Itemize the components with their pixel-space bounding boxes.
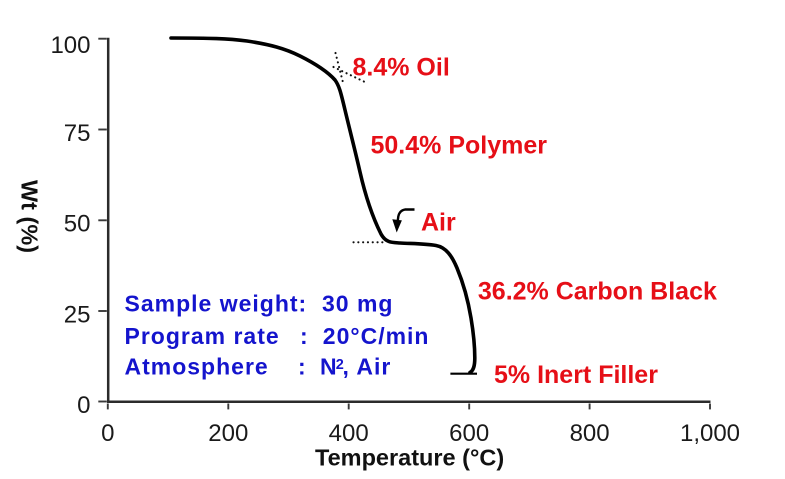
svg-text:100: 100 <box>50 32 90 59</box>
svg-text:50.4% Polymer: 50.4% Polymer <box>371 131 548 159</box>
svg-text:Program rate:20°C/min: Program rate:20°C/min <box>125 323 430 349</box>
svg-text:8.4% Oil: 8.4% Oil <box>353 53 450 81</box>
svg-text:25: 25 <box>64 301 91 328</box>
svg-text:1,000: 1,000 <box>680 420 740 447</box>
svg-text:0: 0 <box>101 420 114 447</box>
svg-text:600: 600 <box>449 420 489 447</box>
svg-text:Atmosphere:N2, Air: Atmosphere: N2, Air <box>125 354 392 380</box>
svg-text:Sample weight: 30 mg: Sample weight: 30 mg <box>125 291 394 317</box>
svg-text:800: 800 <box>570 420 610 447</box>
svg-text:0: 0 <box>77 392 90 419</box>
svg-text:Temperature (°C): Temperature (°C) <box>315 445 504 471</box>
svg-text:200: 200 <box>208 420 248 447</box>
svg-text:Wt (%): Wt (%) <box>17 180 43 253</box>
svg-text:5% Inert Filler: 5% Inert Filler <box>494 361 658 389</box>
svg-text:400: 400 <box>329 420 369 447</box>
svg-text:50: 50 <box>64 211 91 238</box>
svg-text:75: 75 <box>64 120 91 147</box>
svg-text:36.2% Carbon Black: 36.2% Carbon Black <box>478 278 717 306</box>
svg-text:Air: Air <box>421 209 456 237</box>
